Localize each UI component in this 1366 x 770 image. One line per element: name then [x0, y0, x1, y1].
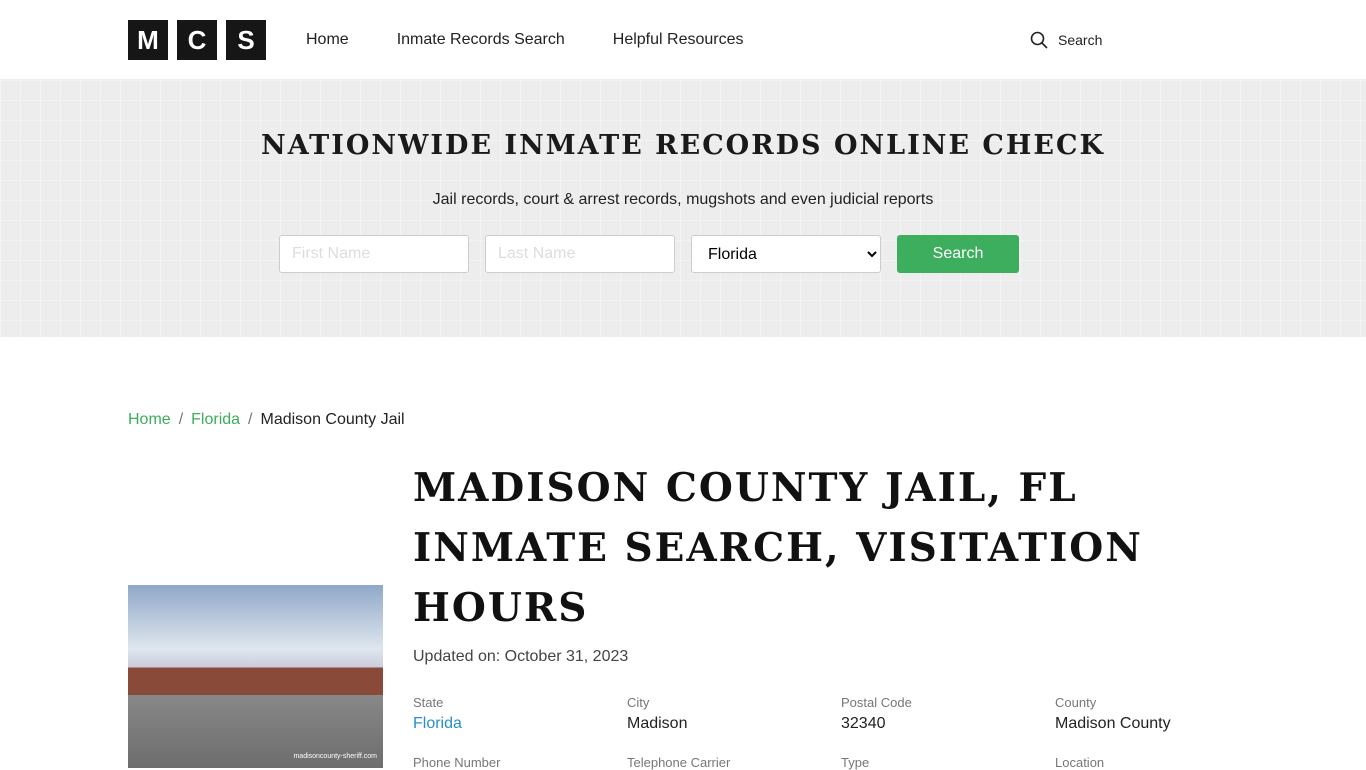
state-select[interactable]: Florida: [691, 235, 881, 273]
breadcrumb: Home / Florida / Madison County Jail: [128, 411, 405, 429]
detail-value: 32340: [841, 715, 886, 732]
logo-letter: C: [177, 20, 217, 60]
breadcrumb-separator: /: [248, 411, 253, 428]
logo[interactable]: M C S: [128, 20, 266, 60]
jail-photo: madisoncounty-sheriff.com: [128, 585, 383, 768]
detail-phone: Phone Number: [413, 755, 627, 770]
detail-label: Location: [1055, 755, 1105, 770]
nav-helpful-resources[interactable]: Helpful Resources: [612, 31, 744, 48]
detail-value: Madison: [627, 715, 688, 732]
nav-home[interactable]: Home: [306, 31, 349, 48]
logo-letter: S: [226, 20, 266, 60]
detail-type: Type: [841, 755, 1055, 770]
breadcrumb-florida[interactable]: Florida: [191, 411, 241, 428]
details-grid: State Florida City Madison Postal Code 3234…: [413, 695, 1269, 770]
nav-inmate-records-search[interactable]: Inmate Records Search: [396, 31, 565, 48]
search-form: Florida Search: [279, 235, 1019, 273]
top-nav: M C S Home Inmate Records Search Helpful…: [0, 0, 1366, 80]
detail-city: City Madison: [627, 695, 841, 733]
detail-label: Telephone Carrier: [627, 755, 731, 770]
detail-location: Location: [1055, 755, 1269, 770]
last-name-input[interactable]: [485, 235, 675, 273]
detail-state-link[interactable]: Florida: [413, 715, 462, 732]
search-button[interactable]: Search: [897, 235, 1019, 273]
detail-label: Postal Code: [841, 695, 912, 710]
logo-letter: M: [128, 20, 168, 60]
page-title: MADISON COUNTY JAIL, FL INMATE SEARCH, V…: [413, 465, 1143, 631]
hero-title: NATIONWIDE INMATE RECORDS ONLINE CHECK: [261, 130, 1105, 161]
detail-carrier: Telephone Carrier: [627, 755, 841, 770]
detail-value: Madison County: [1055, 715, 1171, 732]
detail-postal-code: Postal Code 32340: [841, 695, 1055, 733]
breadcrumb-separator: /: [178, 411, 184, 428]
detail-state: State Florida: [413, 695, 627, 733]
detail-label: City: [627, 695, 650, 710]
hero-section: NATIONWIDE INMATE RECORDS ONLINE CHECK J…: [0, 80, 1366, 337]
updated-date: Updated on: October 31, 2023: [413, 648, 629, 665]
first-name-input[interactable]: [279, 235, 469, 273]
detail-label: Type: [841, 755, 870, 770]
breadcrumb-current: Madison County Jail: [260, 411, 405, 428]
detail-county: County Madison County: [1055, 695, 1269, 733]
photo-watermark: madisoncounty-sheriff.com: [293, 753, 377, 760]
nav-search-label: Search: [1058, 32, 1103, 48]
detail-label: County: [1055, 695, 1097, 710]
nav-search-button[interactable]: Search: [1030, 31, 1102, 49]
search-icon: [1030, 31, 1048, 49]
detail-label: Phone Number: [413, 755, 501, 770]
breadcrumb-home[interactable]: Home: [128, 411, 171, 428]
detail-label: State: [413, 695, 444, 710]
hero-subtitle: Jail records, court & arrest records, mu…: [432, 191, 934, 208]
